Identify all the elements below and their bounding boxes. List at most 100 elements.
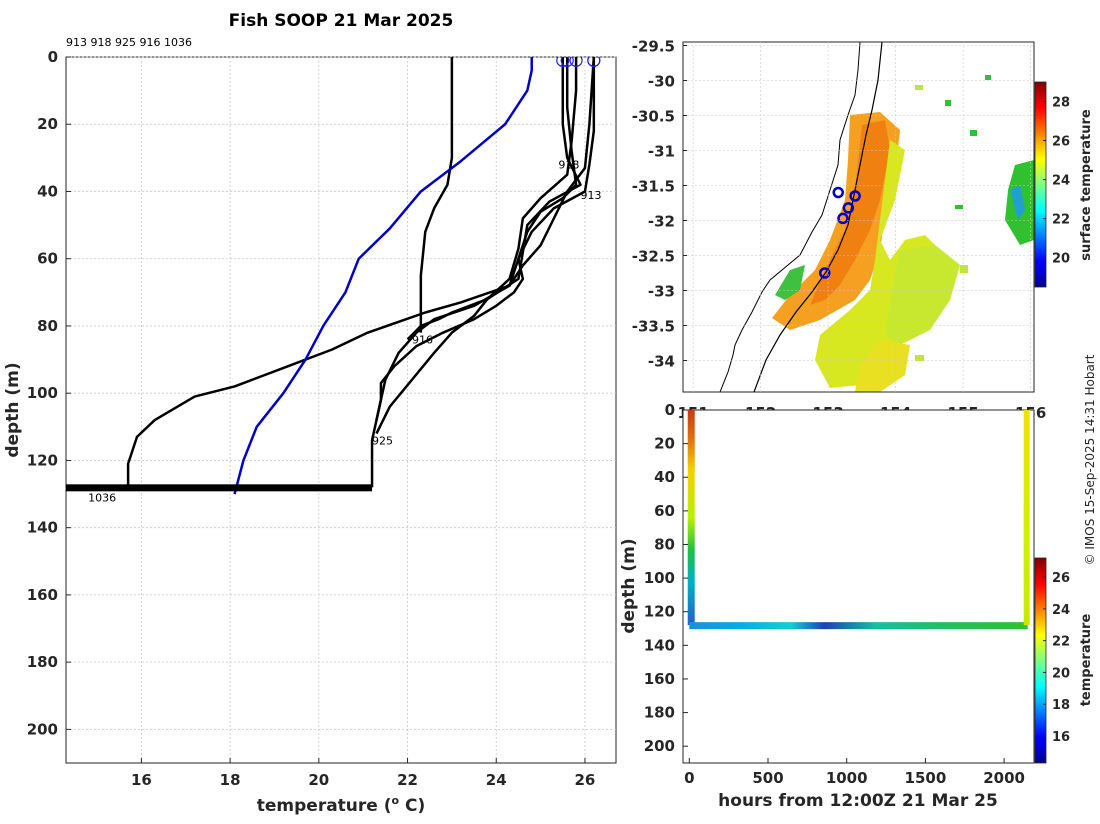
- profile-x-ticks: 16 18 20 22 24 26: [131, 758, 595, 789]
- depth-tick-label: 160: [644, 670, 675, 688]
- map-drop-markers: [819, 186, 861, 279]
- profile-line-1036: [126, 57, 596, 488]
- sst-map-panel: 151152153154155156 -29.5-30-30.5-31-31.5…: [632, 38, 1094, 423]
- depth-tick-label: 100: [644, 569, 675, 587]
- temp-colorbar-tick-label: 22: [1052, 635, 1070, 650]
- surface-marker: [587, 57, 601, 67]
- lat-tick-label: -30: [648, 73, 675, 91]
- lat-tick-label: -33: [648, 283, 675, 301]
- profile-x-label: temperature (o C): [257, 794, 426, 816]
- sst-speck: [945, 100, 951, 106]
- x-label-end: C): [399, 796, 425, 816]
- lat-tick-label: -29.5: [632, 38, 675, 56]
- profile-labels: 913 918 925 916 1036: [88, 159, 601, 505]
- time-tick-label: 0: [684, 769, 694, 787]
- coastline: [719, 42, 861, 392]
- surface-marker: [560, 57, 574, 67]
- y-tick-label: 0: [48, 48, 58, 66]
- sst-colorbar-ticks: 20 22 24 26 28: [1043, 96, 1070, 267]
- profile-label: 925: [372, 434, 393, 447]
- y-tick-label: 20: [37, 115, 58, 133]
- surface-marker: [556, 57, 570, 67]
- y-tick-label: 40: [37, 182, 58, 200]
- x-tick-label: 24: [486, 771, 507, 789]
- temp-colorbar-tick-label: 16: [1052, 730, 1070, 745]
- sst-colorbar-tick-label: 24: [1052, 174, 1070, 189]
- depth-tick-label: 60: [654, 502, 675, 520]
- time-tick-label: 1500: [905, 769, 947, 787]
- drop-location-marker: [842, 202, 855, 214]
- map-sst-field: [719, 42, 1034, 392]
- x-tick-label: 22: [397, 771, 418, 789]
- temperature-profile-panel: 16 18 20 22 24 26 0 20 40 60 80 100 120 140 160 180 200…: [3, 11, 617, 816]
- lat-tick-label: -33.5: [632, 318, 675, 336]
- profile-plot-area: [65, 56, 617, 764]
- map-lat-ticks: -29.5 -30 -30.5 -31 -31.5 -32 -32.5 -33 -33.5 -34: [632, 38, 1034, 371]
- y-tick-label: 180: [27, 653, 58, 671]
- y-tick-label: 100: [27, 384, 58, 402]
- coastal-green-patch: [775, 265, 805, 300]
- profile-line: [375, 57, 596, 421]
- drop-location-marker: [832, 186, 844, 199]
- temp-colorbar: [1034, 557, 1047, 764]
- south-patch: [855, 340, 910, 392]
- profile-lines: [66, 57, 601, 495]
- y-tick-label: 120: [27, 451, 58, 469]
- sst-speck: [985, 75, 991, 80]
- depth-tick-label: 0: [665, 401, 675, 419]
- sst-speck: [915, 85, 923, 90]
- drop-location-marker: [837, 212, 849, 225]
- profile-line-shallow-sample: [419, 57, 454, 333]
- depth-tick-label: 40: [654, 468, 675, 486]
- x-tick-label: 20: [308, 771, 329, 789]
- shelf-water-patch: [885, 245, 960, 345]
- depth-time-panel: 0 500 1000 1500 2000 0 20 40 60 80 100 120 140 160 18…: [619, 401, 1094, 811]
- drop-location-marker: [849, 190, 861, 202]
- depth-tick-label: 200: [644, 737, 675, 755]
- y-tick-label: 80: [37, 317, 58, 335]
- temp-colorbar-tick-label: 18: [1052, 698, 1070, 713]
- bottom-track: [689, 622, 1028, 630]
- profile-label: 916: [412, 333, 433, 346]
- depth-tick-label: 140: [644, 636, 675, 654]
- sst-colorbar-label: surface temperature: [1079, 109, 1094, 261]
- lat-tick-label: -32.5: [632, 248, 675, 266]
- x-label-main: temperature (: [257, 796, 392, 816]
- temp-colorbar-tick-label: 24: [1052, 603, 1070, 618]
- profile-line-blue-reference: [233, 57, 533, 495]
- lat-tick-label: -30.5: [632, 108, 675, 126]
- depth-tick-label: 80: [654, 535, 675, 553]
- sst-speck: [970, 130, 977, 136]
- imos-credit: © IMOS 15-Sep-2025 14:31 Hobart: [1083, 354, 1097, 565]
- sst-speck: [960, 265, 968, 273]
- time-tick-label: 2000: [983, 769, 1025, 787]
- surface-marker: [569, 57, 583, 67]
- lat-tick-label: -34: [648, 353, 675, 371]
- y-tick-label: 160: [27, 586, 58, 604]
- x-tick-label: 16: [131, 771, 152, 789]
- y-tick-label: 200: [27, 720, 58, 738]
- temp-colorbar-ticks: 16 18 20 22 24 26: [1043, 571, 1070, 745]
- profile-header-ids: 913 918 925 916 1036: [66, 36, 192, 49]
- depth-time-x-label: hours from 12:00Z 21 Mar 25: [718, 791, 998, 811]
- sst-speck: [955, 205, 963, 209]
- y-tick-label: 60: [37, 250, 58, 268]
- sst-colorbar-tick-label: 26: [1052, 135, 1070, 150]
- profile-title: Fish SOOP 21 Mar 2025: [229, 11, 454, 31]
- depth-tick-label: 180: [644, 704, 675, 722]
- temp-colorbar-tick-label: 20: [1052, 666, 1070, 681]
- map-frame: [682, 41, 1035, 393]
- depth-tick-label: 20: [654, 435, 675, 453]
- depth-time-y-ticks: 0 20 40 60 80 100 120 140 160 180 200: [644, 401, 688, 755]
- lat-tick-label: -31.5: [632, 178, 675, 196]
- lat-tick-label: -32: [648, 213, 675, 231]
- x-label-sup: o: [392, 794, 400, 807]
- x-tick-label: 26: [575, 771, 596, 789]
- profile-grid: [66, 56, 616, 763]
- offshore-cool-patch: [1010, 185, 1025, 220]
- depth-tick-label: 120: [644, 603, 675, 621]
- profile-y-ticks: 0 20 40 60 80 100 120 140 160 180 200: [27, 48, 71, 738]
- sst-colorbar-tick-label: 28: [1052, 96, 1070, 111]
